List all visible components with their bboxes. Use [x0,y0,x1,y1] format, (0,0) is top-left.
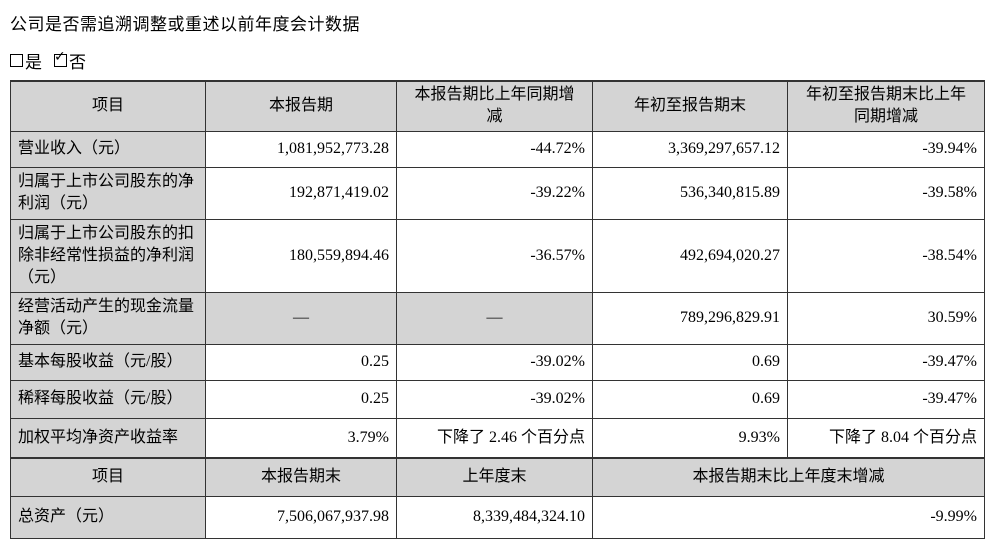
table-row-weighted-avg-roe: 加权平均净资产收益率 3.79% 下降了 2.46 个百分点 9.93% 下降了… [10,417,985,459]
table-row-operating-cash-flow: 经营活动产生的现金流量净额（元） — — 789,296,829.91 30.5… [10,291,985,345]
checkbox-checked-icon[interactable]: ✓ [54,50,67,67]
value-cell: 0.69 [592,343,788,381]
value-cell: 3,369,297,657.12 [592,130,788,168]
value-cell: -36.57% [396,218,593,293]
value-cell: 9.93% [592,417,788,459]
column-header-current-period: 本报告期 [205,80,397,132]
value-cell: 536,340,815.89 [592,166,788,220]
table-row-net-profit: 归属于上市公司股东的净利润（元） 192,871,419.02 -39.22% … [10,166,985,220]
row-label: 加权平均净资产收益率 [10,417,206,459]
value-cell: -39.94% [787,130,985,168]
question-text: 公司是否需追溯调整或重述以前年度会计数据 [10,15,360,34]
value-cell: -39.47% [787,379,985,419]
row-label: 经营活动产生的现金流量净额（元） [10,291,206,345]
option-yes-label: 是 [25,53,42,72]
row-label: 归属于上市公司股东的扣除非经常性损益的净利润（元） [10,218,206,293]
value-cell: 789,296,829.91 [592,291,788,345]
value-cell: -39.02% [396,379,593,419]
value-cell: -44.72% [396,130,593,168]
value-cell: -38.54% [787,218,985,293]
check-icon: ✓ [54,49,66,65]
value-cell: 0.25 [205,379,397,419]
value-cell: 3.79% [205,417,397,459]
financial-summary-table: 项目 本报告期 本报告期比上年同期增减 年初至报告期末 年初至报告期末比上年同期… [10,80,985,539]
options-row: 是 ✓ 否 [10,48,86,73]
table-header-row-2: 项目 本报告期末 上年度末 本报告期末比上年度末增减 [10,457,985,497]
value-cell: -39.02% [396,343,593,381]
column-header-ytd: 年初至报告期末 [592,80,788,132]
column-header-ytd-yoy-change: 年初至报告期末比上年同期增减 [787,80,985,132]
value-cell-empty: — [205,291,397,345]
value-cell: 0.69 [592,379,788,419]
value-cell: 0.25 [205,343,397,381]
value-cell: 8,339,484,324.10 [396,495,593,539]
value-cell: 1,081,952,773.28 [205,130,397,168]
value-cell: 7,506,067,937.98 [205,495,397,539]
column-header-item-2: 项目 [10,457,206,497]
column-header-item: 项目 [10,80,206,132]
table-row-revenue: 营业收入（元） 1,081,952,773.28 -44.72% 3,369,2… [10,130,985,168]
row-label: 总资产（元） [10,495,206,539]
value-cell: -39.58% [787,166,985,220]
value-cell: 492,694,020.27 [592,218,788,293]
value-cell: 下降了 2.46 个百分点 [396,417,593,459]
option-yes[interactable]: 是 [10,48,42,73]
table-header-row-1: 项目 本报告期 本报告期比上年同期增减 年初至报告期末 年初至报告期末比上年同期… [10,80,985,132]
checkbox-unchecked-icon[interactable] [10,54,23,67]
value-cell: 192,871,419.02 [205,166,397,220]
table-row-basic-eps: 基本每股收益（元/股） 0.25 -39.02% 0.69 -39.47% [10,343,985,381]
column-header-period-end-change: 本报告期末比上年度末增减 [592,457,985,497]
column-header-period-end: 本报告期末 [205,457,397,497]
column-header-prior-year-end: 上年度末 [396,457,593,497]
value-cell: -39.22% [396,166,593,220]
table-row-diluted-eps: 稀释每股收益（元/股） 0.25 -39.02% 0.69 -39.47% [10,379,985,419]
table-row-total-assets: 总资产（元） 7,506,067,937.98 8,339,484,324.10… [10,495,985,539]
column-header-yoy-change: 本报告期比上年同期增减 [396,80,593,132]
table-row-net-profit-excl-nonrecurring: 归属于上市公司股东的扣除非经常性损益的净利润（元） 180,559,894.46… [10,218,985,293]
row-label: 营业收入（元） [10,130,206,168]
option-no-label: 否 [69,53,86,72]
value-cell: 180,559,894.46 [205,218,397,293]
row-label: 基本每股收益（元/股） [10,343,206,381]
value-cell: -9.99% [592,495,985,539]
value-cell: -39.47% [787,343,985,381]
row-label: 稀释每股收益（元/股） [10,379,206,419]
value-cell: 30.59% [787,291,985,345]
option-no[interactable]: ✓ 否 [54,48,86,73]
value-cell-empty: — [396,291,593,345]
row-label: 归属于上市公司股东的净利润（元） [10,166,206,220]
value-cell: 下降了 8.04 个百分点 [787,417,985,459]
